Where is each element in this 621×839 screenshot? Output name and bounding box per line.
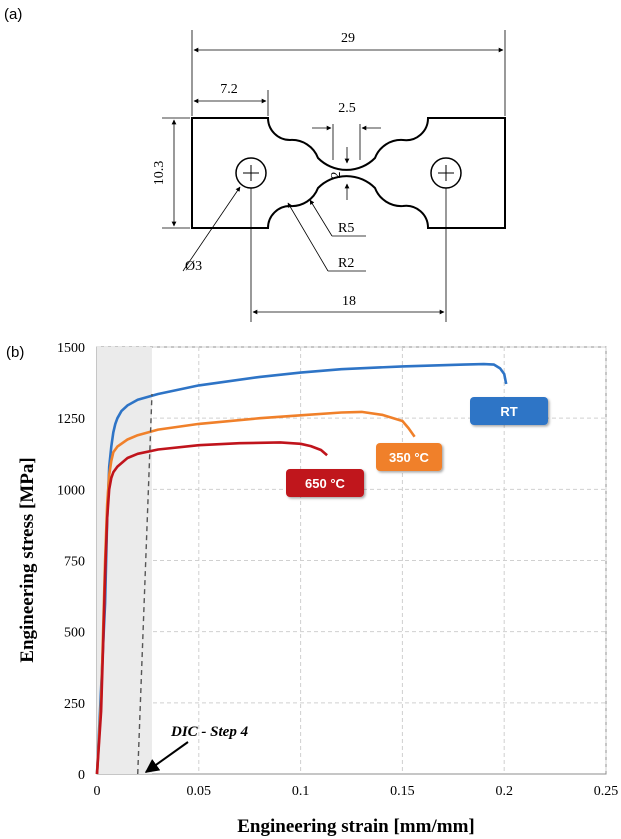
y-tick-label: 0 — [78, 768, 85, 783]
x-tick-label: 0.1 — [292, 784, 310, 799]
dim-grip-length: 7.2 — [220, 82, 238, 97]
x-tick-label: 0.05 — [187, 784, 212, 799]
series-line-rt — [95, 362, 508, 775]
dim-overall-length: 29 — [341, 31, 355, 46]
specimen-drawing: 29 7.2 10.3 2.5 2 R5 R2 Ø3 18 — [152, 30, 506, 322]
dim-hole-spacing: 18 — [342, 294, 356, 309]
x-tick-label: 0.25 — [594, 784, 619, 799]
dic-arrow — [144, 741, 189, 773]
series-badge-350-c: 350 °C — [376, 443, 442, 471]
series-badge-650-c: 650 °C — [286, 469, 364, 497]
y-axis-title: Engineering stress [MPa] — [17, 457, 38, 662]
x-tick-label: 0.2 — [495, 784, 513, 799]
y-tick-label: 500 — [64, 626, 85, 641]
specimen-outline — [191, 117, 506, 229]
x-tick-label: 0 — [94, 784, 101, 799]
series-badge-label: 350 °C — [389, 450, 430, 465]
panel-b-label: (b) — [6, 344, 25, 361]
series-badge-rt: RT — [470, 397, 548, 425]
stress-strain-chart: 0 0.05 0.1 0.15 0.2 0.25 0 250 500 750 1000 1250 150… — [17, 341, 619, 837]
dim-hole-diameter: Ø3 — [185, 259, 202, 274]
dic-line — [137, 393, 153, 775]
panel-a-label: (a) — [4, 6, 23, 23]
y-tick-label: 1000 — [57, 483, 85, 498]
series-line-650-c — [95, 441, 328, 775]
dic-annotation: DIC - Step 4 — [170, 724, 249, 740]
dim-r2: R2 — [338, 256, 354, 271]
dim-height: 10.3 — [152, 161, 167, 186]
series-badge-label: RT — [500, 404, 517, 419]
y-tick-label: 750 — [64, 555, 85, 570]
dim-r5: R5 — [338, 221, 354, 236]
dim-gauge-width: 2 — [329, 172, 344, 179]
y-tick-label: 250 — [64, 697, 85, 712]
series-badge-label: 650 °C — [305, 476, 346, 491]
y-tick-label: 1250 — [57, 412, 85, 427]
x-tick-label: 0.15 — [390, 784, 415, 799]
x-axis-title: Engineering strain [mm/mm] — [237, 816, 474, 837]
y-tick-label: 1500 — [57, 341, 85, 356]
dim-gauge-length: 2.5 — [338, 101, 356, 116]
